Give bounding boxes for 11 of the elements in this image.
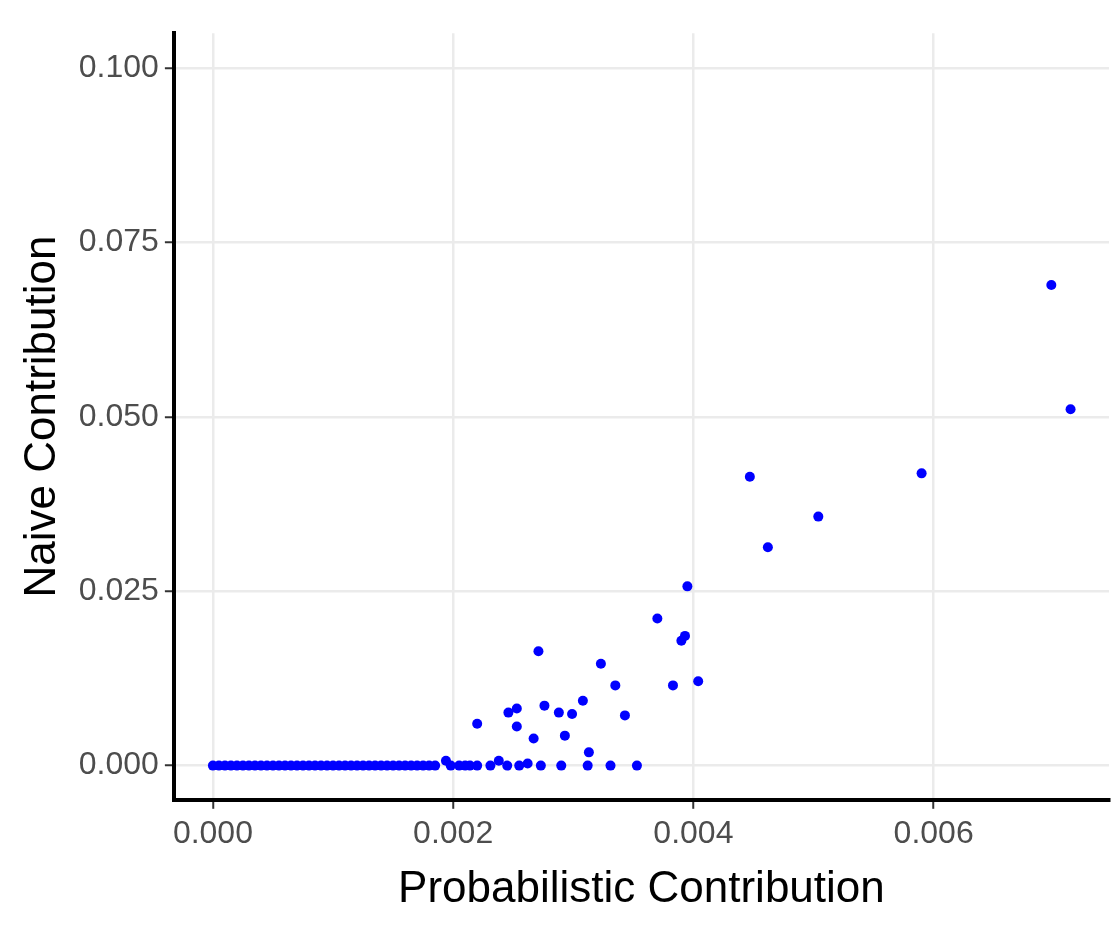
x-axis-title: Probabilistic Contribution	[398, 861, 885, 911]
y-tick-label: 0.025	[78, 571, 159, 608]
x-tick-label: 0.004	[653, 813, 734, 850]
y-tick-label: 0.050	[78, 396, 159, 433]
y-tick-label: 0.100	[78, 47, 159, 84]
x-tick-label: 0.000	[172, 813, 253, 850]
y-axis-title: Naive Contribution	[14, 235, 64, 598]
x-tick-label: 0.002	[413, 813, 494, 850]
y-tick-label: 0.000	[78, 745, 159, 782]
y-tick-label: 0.075	[78, 222, 159, 259]
x-tick-label: 0.006	[893, 813, 974, 850]
